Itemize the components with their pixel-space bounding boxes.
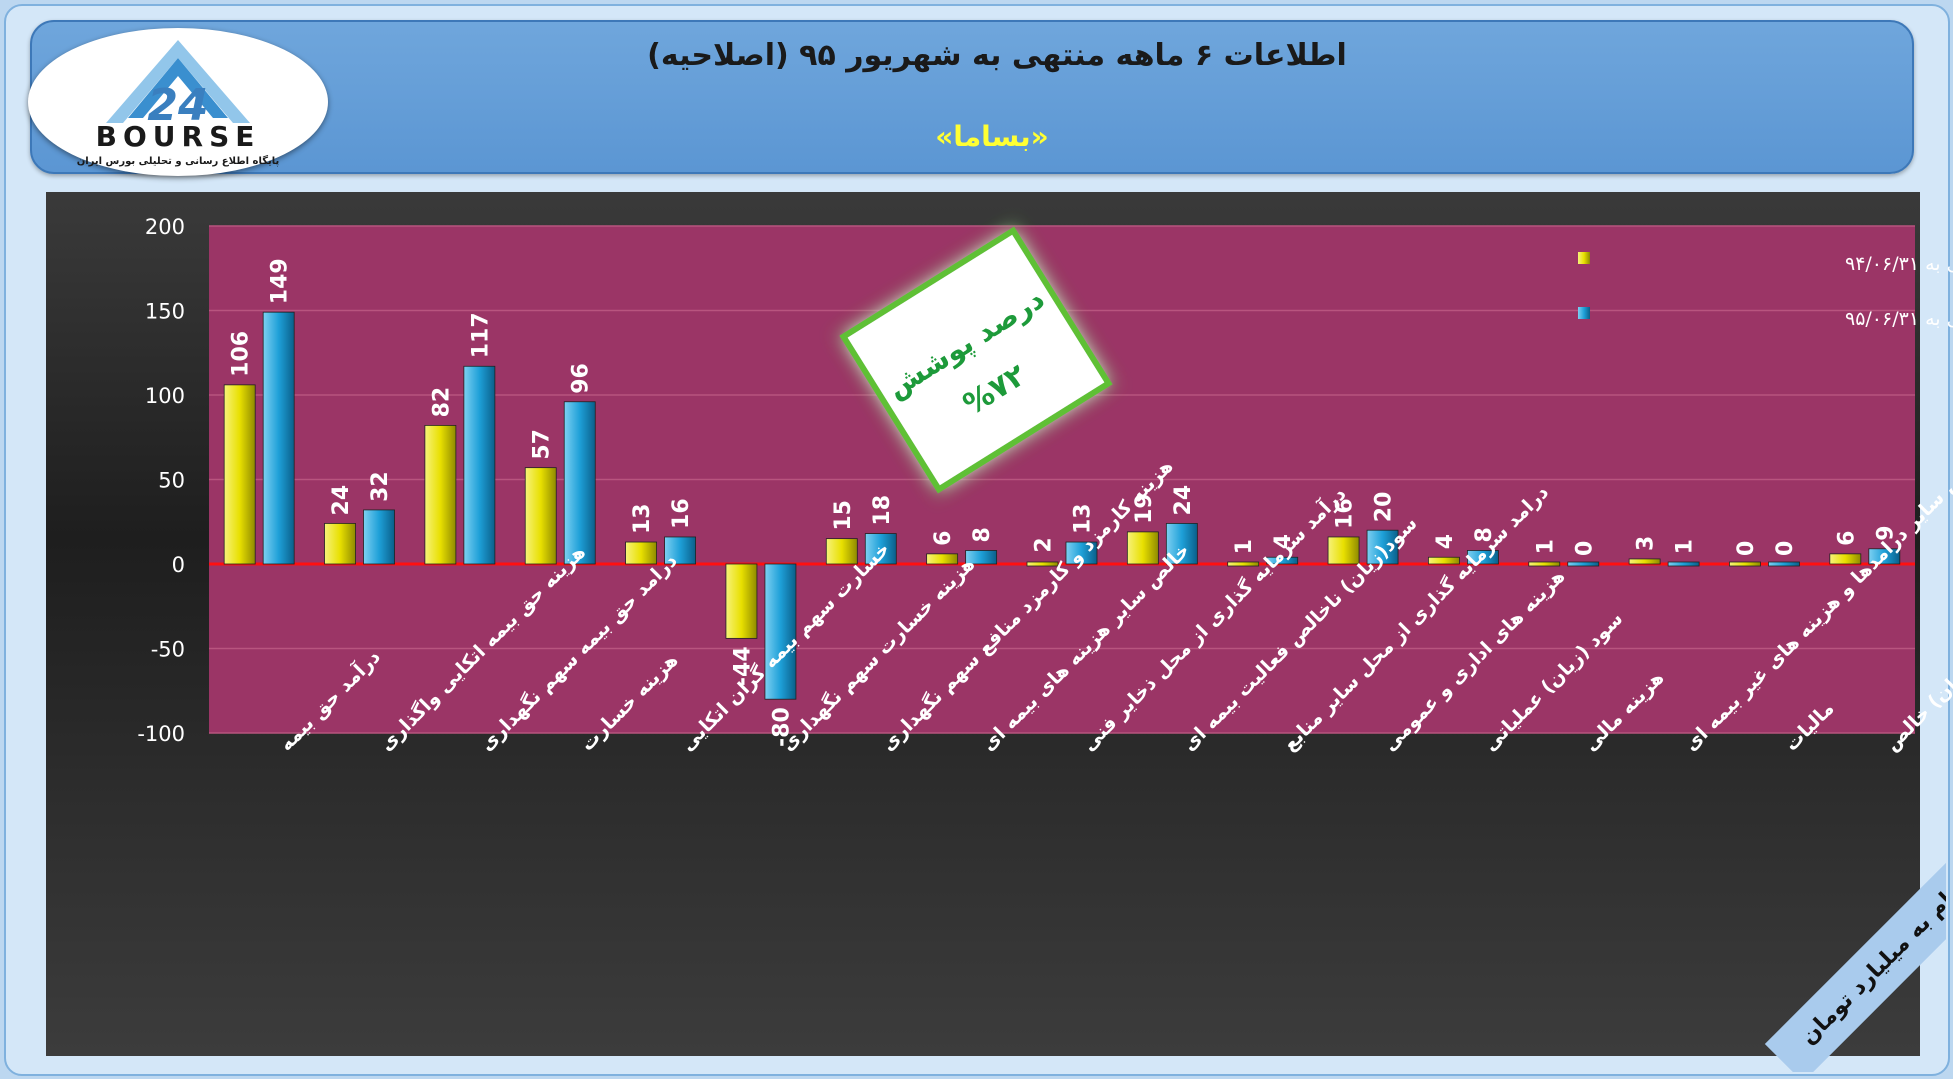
data-label: 2 xyxy=(1032,537,1057,552)
legend-swatch-2 xyxy=(1578,307,1590,319)
bar-y95 xyxy=(1768,561,1800,567)
data-label: 16 xyxy=(669,498,694,529)
bar-y94 xyxy=(223,384,256,565)
bar-y94 xyxy=(1428,556,1460,565)
data-label: 1 xyxy=(1673,539,1698,554)
svg-text:BOURSE: BOURSE xyxy=(96,120,261,153)
data-label: 20 xyxy=(1372,492,1397,523)
data-label: 1 xyxy=(1232,539,1257,554)
data-label: 13 xyxy=(630,503,655,534)
svg-text:پایگاه اطلاع رسانی و تحلیلی بو: پایگاه اطلاع رسانی و تحلیلی بورس ایران xyxy=(77,154,280,167)
bourse24-logo: 24 BOURSE پایگاه اطلاع رسانی و تحلیلی بو… xyxy=(28,28,328,176)
bar-y94 xyxy=(825,538,858,565)
legend-swatch-1 xyxy=(1578,252,1590,264)
data-label: 117 xyxy=(468,312,493,358)
y-tick-label: -50 xyxy=(151,638,185,662)
data-label: 0 xyxy=(1734,541,1759,556)
y-tick-label: -100 xyxy=(137,722,185,746)
bar-y95 xyxy=(1366,529,1399,565)
legend-label-2: عملکرد منتهی به ۹۵/۰۶/۳۱ xyxy=(1845,308,1953,330)
data-label: 19 xyxy=(1132,493,1157,524)
data-label: 13 xyxy=(1071,503,1096,534)
data-label: 8 xyxy=(1472,527,1497,542)
bar-y94 xyxy=(1227,561,1260,567)
svg-text:24: 24 xyxy=(147,80,208,131)
data-label: 32 xyxy=(368,471,393,502)
bar-y94 xyxy=(324,523,356,565)
bar-y95 xyxy=(463,365,496,565)
bar-y95 xyxy=(1266,556,1299,565)
legend-label-1: عملکرد منتهی به ۹۴/۰۶/۳۱ xyxy=(1845,253,1953,275)
bar-y95 xyxy=(764,563,797,700)
y-tick-label: 150 xyxy=(145,300,185,324)
y-axis-ticks: -100 -50 0 50 100 150 200 xyxy=(137,215,185,746)
page-title: اطلاعات ۶ ماهه منتهی به شهریور ۹۵ (اصلاح… xyxy=(647,38,1347,73)
bar-y94 xyxy=(1628,558,1661,565)
bars xyxy=(223,311,1901,700)
bar-y95 xyxy=(1165,523,1198,565)
bar-y94 xyxy=(1829,553,1862,565)
data-label: 57 xyxy=(530,429,555,460)
bar-y94 xyxy=(625,541,657,565)
bar-y94 xyxy=(1729,561,1761,567)
y-tick-label: 0 xyxy=(172,553,185,577)
data-label: -44 xyxy=(730,646,755,686)
bar-y95 xyxy=(563,401,596,565)
data-label: 3 xyxy=(1634,536,1659,551)
bar-y94 xyxy=(926,553,959,565)
data-label: 24 xyxy=(1171,485,1196,516)
bar-y95 xyxy=(1467,550,1499,565)
data-label: 82 xyxy=(429,387,454,418)
coverage-badge: درصد پوشش %۷۲ xyxy=(839,226,1113,494)
data-label: 8 xyxy=(970,527,995,542)
header-bar: اطلاعات ۶ ماهه منتهی به شهریور ۹۵ (اصلاح… xyxy=(30,20,1914,174)
unit-note: ارقام به میلیارد تومان xyxy=(1764,831,1946,1072)
data-label: 6 xyxy=(931,531,956,546)
data-label: 0 xyxy=(1572,541,1597,556)
y-tick-label: 200 xyxy=(145,215,185,239)
bar-y94 xyxy=(725,563,758,639)
data-label: 4 xyxy=(1433,534,1458,549)
data-label: -80 xyxy=(769,707,794,747)
unit-note-corner: ارقام به میلیارد تومان xyxy=(1700,820,1946,1072)
bar-y94 xyxy=(1026,561,1059,567)
legend: عملکرد منتهی به ۹۴/۰۶/۳۱ عملکرد منتهی به… xyxy=(1578,252,1953,330)
data-label: 1 xyxy=(1533,539,1558,554)
bar-y95 xyxy=(664,536,696,565)
data-label: 106 xyxy=(229,331,254,377)
y-tick-label: 50 xyxy=(158,469,185,493)
data-label: 149 xyxy=(268,258,293,304)
y-tick-label: 100 xyxy=(145,384,185,408)
bar-y95 xyxy=(262,311,295,565)
bar-y94 xyxy=(1528,561,1561,567)
data-label: 4 xyxy=(1271,534,1296,549)
data-label: 96 xyxy=(569,363,594,394)
data-label: 0 xyxy=(1773,541,1798,556)
bar-y95 xyxy=(864,533,897,565)
bar-y95 xyxy=(965,550,998,565)
bar-y94 xyxy=(424,425,457,565)
data-label: 16 xyxy=(1333,498,1358,529)
data-label: 15 xyxy=(831,500,856,531)
bar-y95 xyxy=(1065,541,1098,565)
bar-y95 xyxy=(1567,561,1600,567)
bar-y94 xyxy=(1126,531,1159,565)
bar-y95 xyxy=(1868,548,1901,565)
bar-y94 xyxy=(1327,536,1360,565)
data-label: 24 xyxy=(329,485,354,516)
data-label: 9 xyxy=(1873,525,1898,540)
bar-y95 xyxy=(363,509,395,565)
data-label: 6 xyxy=(1834,531,1859,546)
bar-y95 xyxy=(1667,561,1700,567)
company-name: «بساما» xyxy=(935,120,1049,153)
data-label: 18 xyxy=(870,495,895,526)
bar-y94 xyxy=(524,467,557,565)
